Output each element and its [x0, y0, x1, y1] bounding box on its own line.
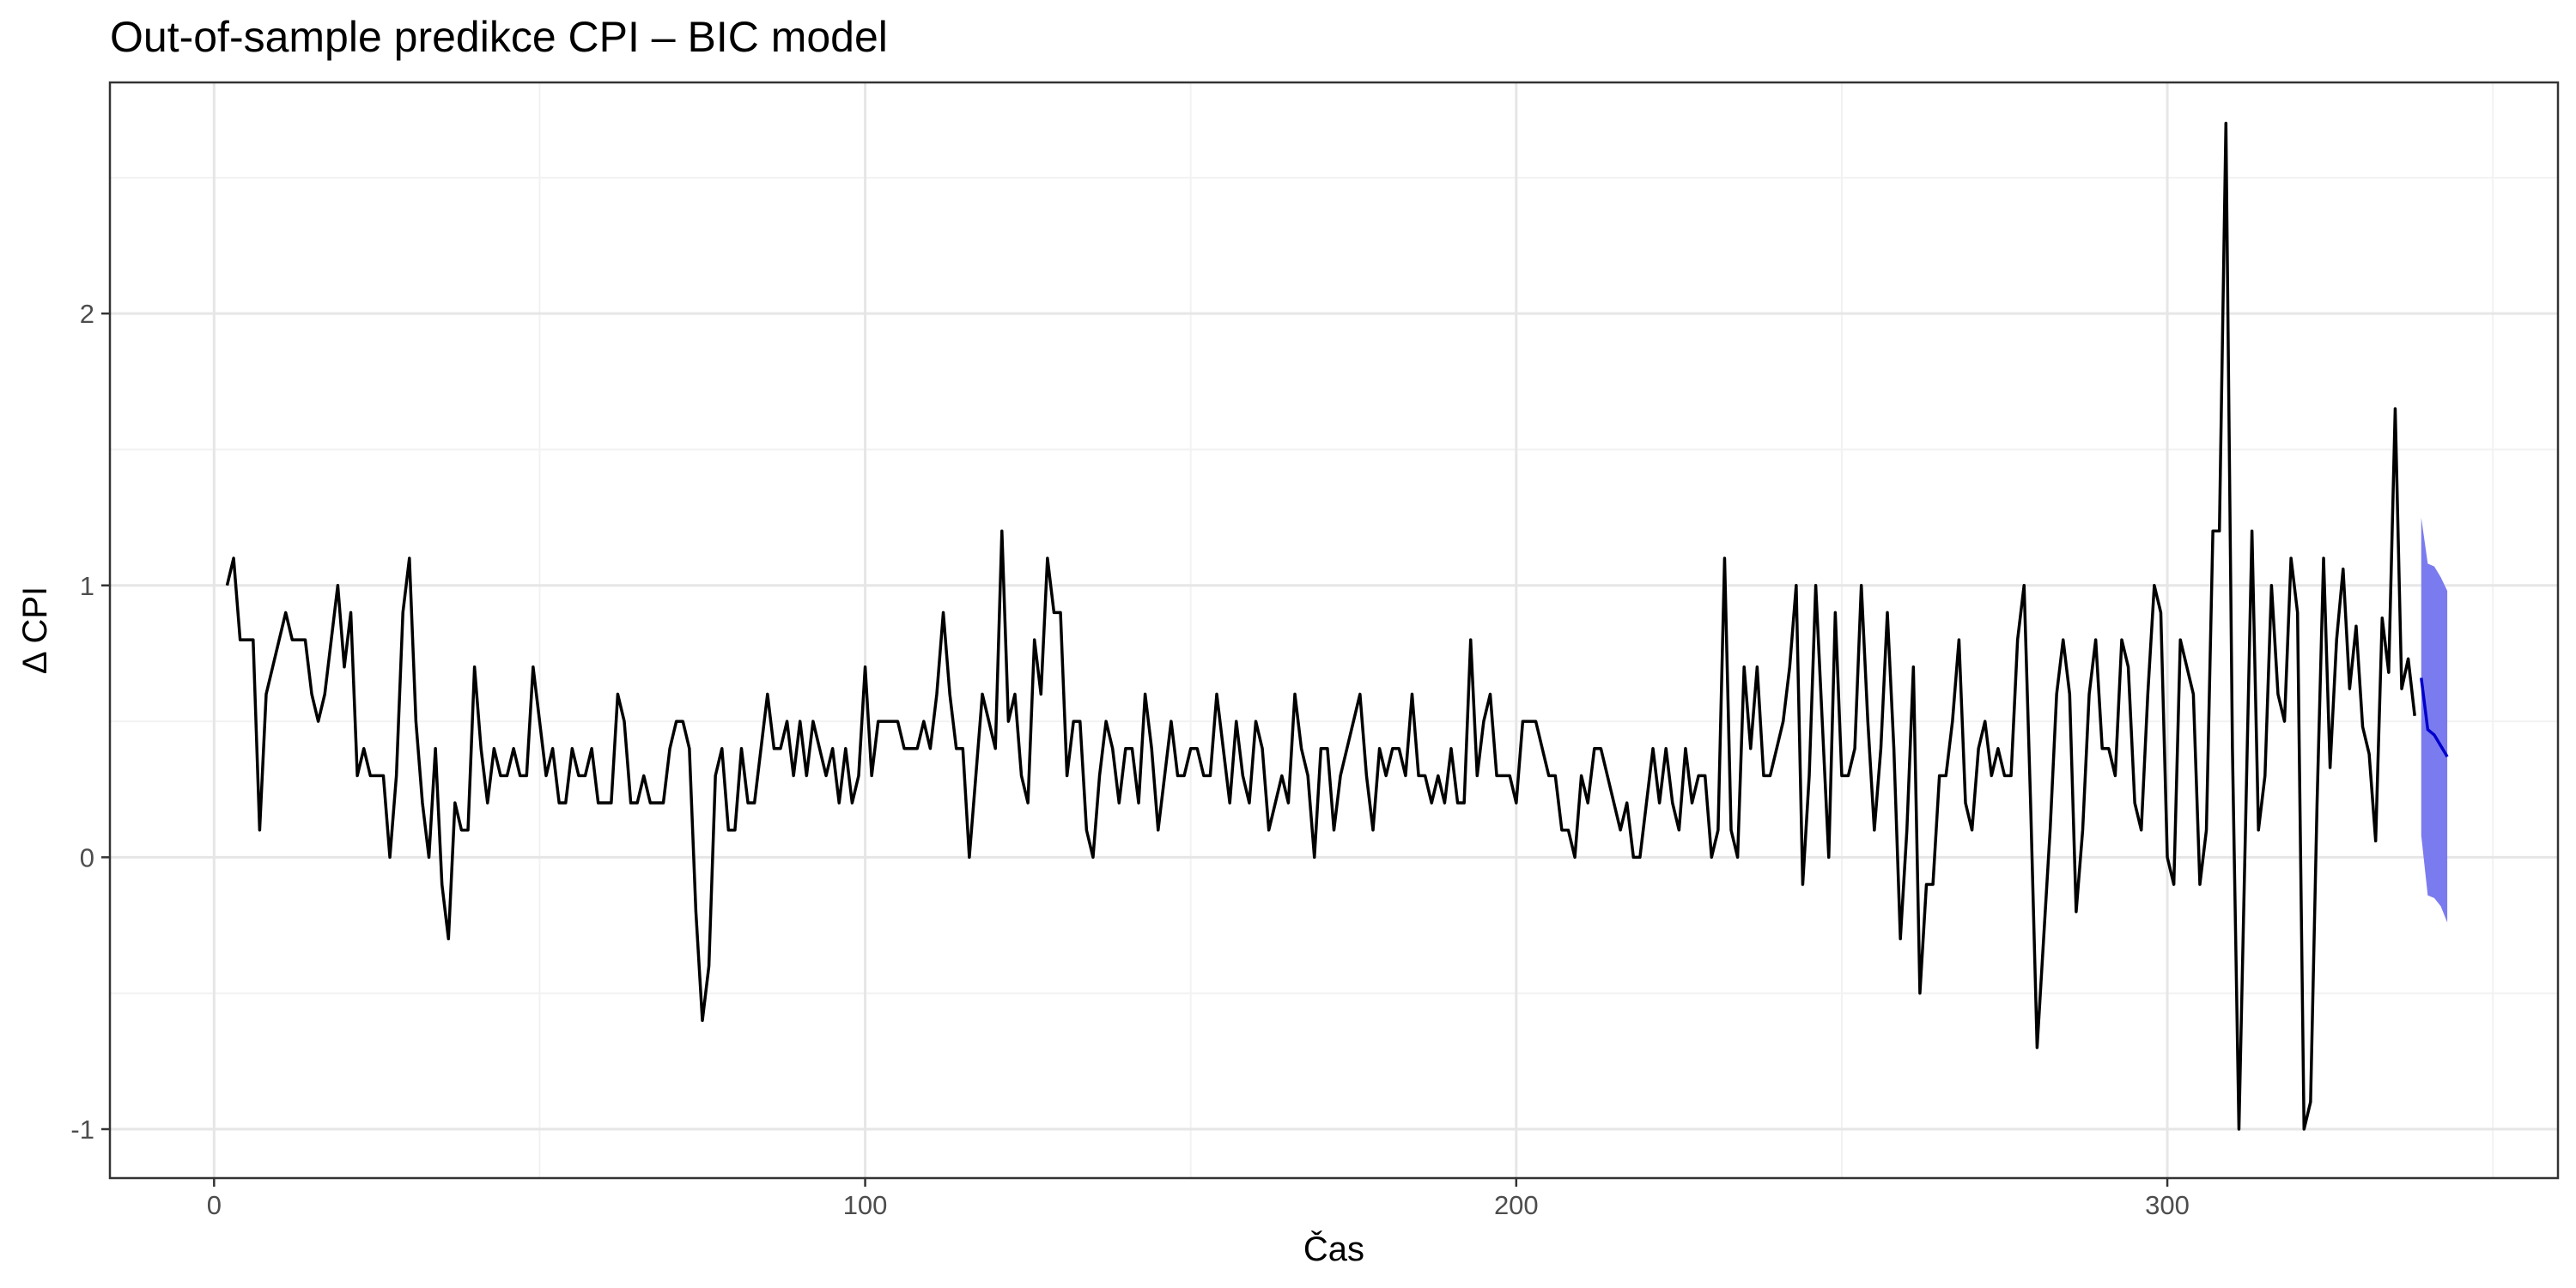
- x-tick-label: 0: [207, 1190, 222, 1220]
- panel-border: [108, 81, 2560, 1180]
- y-tick-label: 2: [80, 299, 94, 329]
- y-tick-label: 0: [80, 842, 94, 872]
- y-axis-ticks: -1 0 1 2: [70, 299, 110, 1145]
- x-axis-title: Čas: [1303, 1230, 1364, 1268]
- actual-cpi-line: [225, 121, 2416, 1131]
- y-tick-label: 1: [80, 571, 94, 601]
- major-gridlines: [110, 82, 2558, 1178]
- y-axis-title: Δ CPI: [16, 586, 54, 674]
- x-tick-label: 200: [1494, 1190, 1539, 1220]
- minor-gridlines: [110, 82, 2558, 1178]
- x-axis-ticks: 0 100 200 300: [207, 1178, 2190, 1220]
- forecast-interval-band: [2421, 517, 2448, 923]
- x-tick-label: 300: [2145, 1190, 2190, 1220]
- y-tick-label: -1: [70, 1115, 94, 1145]
- forecast-line: [2420, 677, 2449, 758]
- x-tick-label: 100: [843, 1190, 888, 1220]
- chart-title: Out-of-sample predikce CPI – BIC model: [110, 13, 888, 61]
